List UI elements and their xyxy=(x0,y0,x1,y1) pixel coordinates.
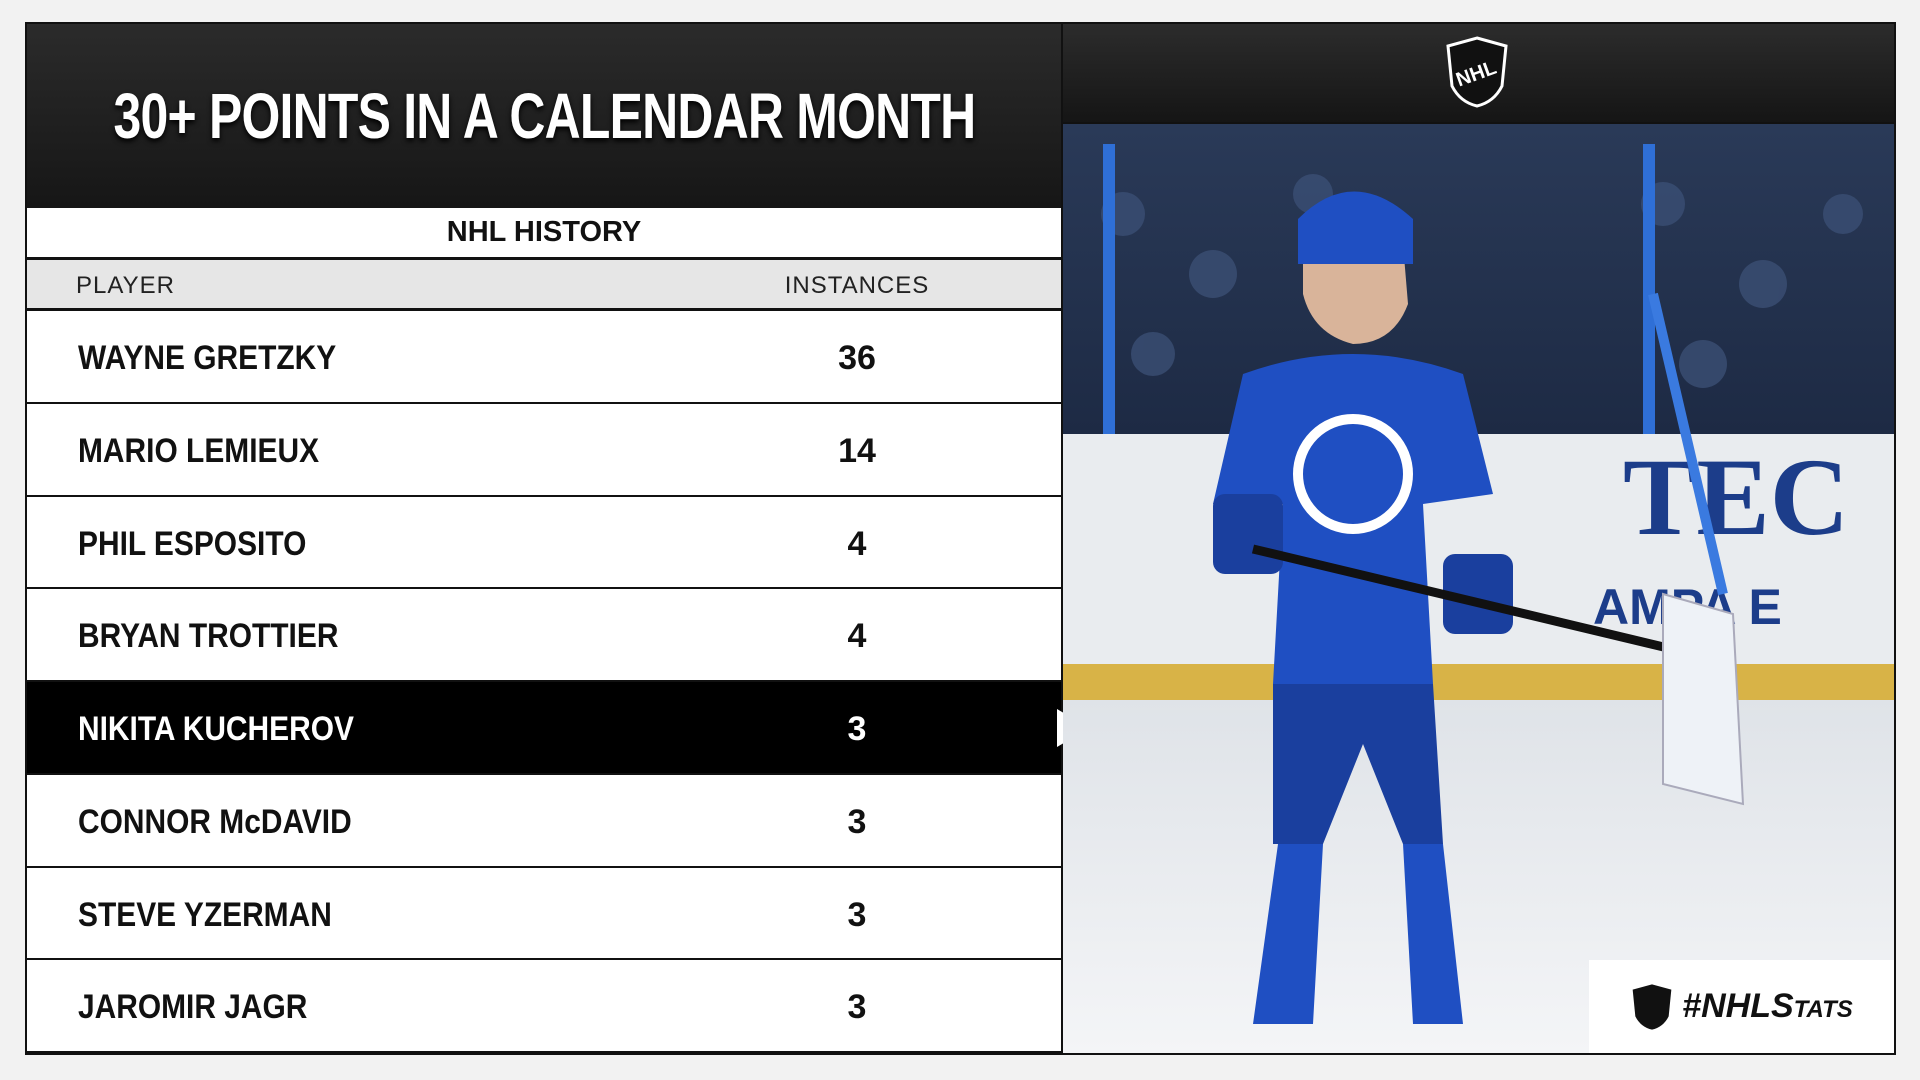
svg-text:TEC: TEC xyxy=(1623,436,1849,558)
title: 30+ POINTS IN A CALENDAR MONTH xyxy=(113,80,976,152)
table-row: CONNOR McDAVID 3 xyxy=(27,774,1061,868)
instances: 14 xyxy=(838,431,876,470)
instances: 36 xyxy=(838,339,876,377)
player-name: JAROMIR JAGR xyxy=(78,988,308,1027)
nhl-logo-small xyxy=(1632,983,1672,1030)
header-player: PLAYER xyxy=(76,272,175,299)
player-name: WAYNE GRETZKY xyxy=(78,339,337,377)
table-row: NIKITA KUCHEROV 3 xyxy=(27,682,1061,775)
player-name: PHIL ESPOSITO xyxy=(78,524,307,563)
title-bar: 30+ POINTS IN A CALENDAR MONTH xyxy=(27,24,1061,208)
player-name: MARIO LEMIEUX xyxy=(78,431,320,470)
instances: 4 xyxy=(847,617,867,656)
logo-bar: NHL xyxy=(1063,24,1894,122)
player-photo: TEC AMPA E xyxy=(1063,124,1894,1053)
graphic: 30+ POINTS IN A CALENDAR MONTH NHL HISTO… xyxy=(25,22,1896,1055)
table-header: PLAYER INSTANCES xyxy=(27,260,1061,311)
instances: 3 xyxy=(847,802,867,841)
nhl-logo: NHL xyxy=(1446,36,1508,108)
table-row: JAROMIR JAGR 3 xyxy=(27,960,1061,1053)
table-row: STEVE YZERMAN 3 xyxy=(27,867,1061,961)
subtitle: NHL HISTORY xyxy=(27,208,1061,260)
hashtag-box: #NHLStats xyxy=(1589,960,1894,1053)
table-row: MARIO LEMIEUX 14 xyxy=(27,403,1061,497)
player-name: BRYAN TROTTIER xyxy=(78,617,339,656)
instances: 3 xyxy=(847,710,867,748)
header-instances: INSTANCES xyxy=(784,272,930,299)
table-row: PHIL ESPOSITO 4 xyxy=(27,496,1061,590)
stats-table: 30+ POINTS IN A CALENDAR MONTH NHL HISTO… xyxy=(27,24,1089,1053)
player-name: NIKITA KUCHEROV xyxy=(78,710,354,748)
instances: 3 xyxy=(847,988,867,1027)
instances: 4 xyxy=(847,524,867,563)
instances: 3 xyxy=(847,895,867,934)
player-name: STEVE YZERMAN xyxy=(78,895,332,934)
table-row: BRYAN TROTTIER 4 xyxy=(27,589,1061,682)
photo-panel: NHL TEC AMPA E xyxy=(1063,24,1894,1053)
player-name: CONNOR McDAVID xyxy=(78,802,352,841)
table-row: WAYNE GRETZKY 36 xyxy=(27,311,1061,404)
hashtag: #NHLStats xyxy=(1682,987,1853,1025)
